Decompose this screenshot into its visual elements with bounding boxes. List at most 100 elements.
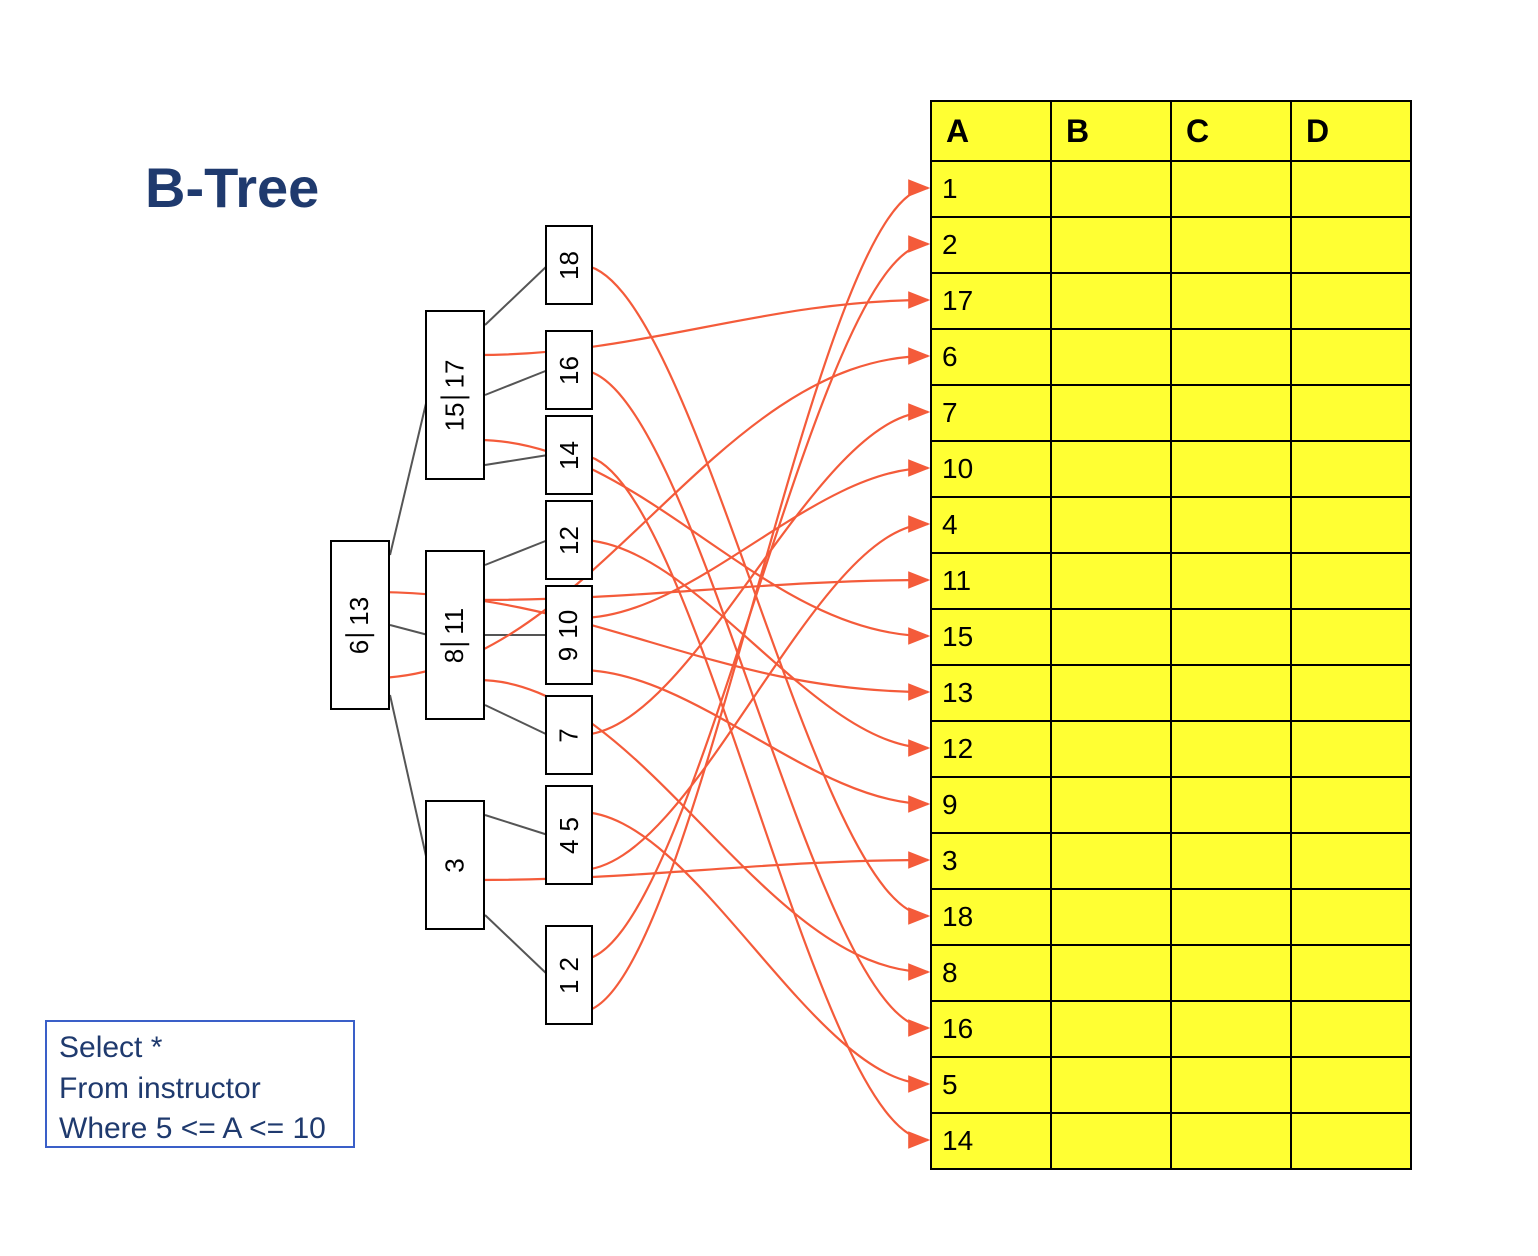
table-cell: 12 — [931, 721, 1051, 777]
table-cell — [1051, 385, 1171, 441]
table-row: 5 — [931, 1057, 1411, 1113]
tree-edge — [485, 455, 548, 465]
btree-node-n_high: 1517 — [425, 310, 485, 480]
btree-node-leaf_7: 7 — [545, 695, 593, 775]
node-key: 13 — [345, 596, 376, 625]
tree-edge — [485, 915, 548, 975]
btree-node-leaf_4_5: 4 5 — [545, 785, 593, 885]
node-key: 3 — [440, 858, 471, 872]
pointer-line — [580, 244, 928, 960]
table-cell — [1291, 665, 1411, 721]
pointer-line — [580, 540, 928, 748]
table-row: 12 — [931, 721, 1411, 777]
table-row: 3 — [931, 833, 1411, 889]
table-row: 1 — [931, 161, 1411, 217]
table-cell — [1171, 217, 1291, 273]
table-header-row: ABCD — [931, 101, 1411, 161]
table-cell — [1291, 945, 1411, 1001]
table-cell — [1291, 273, 1411, 329]
table-row: 9 — [931, 777, 1411, 833]
node-key: 17 — [440, 359, 471, 388]
tree-edge — [390, 395, 428, 555]
table-cell — [1051, 217, 1171, 273]
btree-node-leaf_14: 14 — [545, 415, 593, 495]
table-cell — [1291, 385, 1411, 441]
node-key-separator — [346, 629, 375, 635]
table-cell — [1051, 833, 1171, 889]
tree-edge — [390, 695, 428, 865]
pointer-line — [580, 812, 928, 1084]
table-cell — [1171, 945, 1291, 1001]
pointer-line — [580, 265, 928, 916]
table-row: 16 — [931, 1001, 1411, 1057]
table-cell: 4 — [931, 497, 1051, 553]
tree-edge — [485, 370, 548, 395]
data-table: ABCD 121767104111513129318816514 — [930, 100, 1412, 1170]
btree-node-leaf_18: 18 — [545, 225, 593, 305]
btree-node-n_mid: 8 11 — [425, 550, 485, 720]
btree-node-leaf_1_2: 1 2 — [545, 925, 593, 1025]
table-row: 10 — [931, 441, 1411, 497]
table-cell — [1051, 161, 1171, 217]
node-key: 9 — [554, 646, 585, 660]
btree-node-root: 613 — [330, 540, 390, 710]
pointer-line — [580, 670, 928, 804]
table-row: 14 — [931, 1113, 1411, 1169]
btree-node-leaf_9_10: 9 10 — [545, 585, 593, 685]
pointer-line — [580, 524, 928, 870]
table-cell — [1171, 497, 1291, 553]
node-key: 8 — [440, 648, 471, 662]
table-cell — [1171, 329, 1291, 385]
table-cell — [1051, 553, 1171, 609]
table-cell — [1291, 1001, 1411, 1057]
table-cell — [1051, 777, 1171, 833]
table-cell: 9 — [931, 777, 1051, 833]
table-cell — [1291, 609, 1411, 665]
table-cell — [1291, 553, 1411, 609]
table-cell — [1291, 833, 1411, 889]
node-key: 14 — [553, 441, 584, 470]
table-cell — [1171, 1113, 1291, 1169]
table-cell — [1051, 1057, 1171, 1113]
table-cell — [1051, 1001, 1171, 1057]
title-text: B-Tree — [145, 156, 319, 219]
tree-edge — [485, 815, 548, 835]
node-key: 11 — [440, 607, 471, 634]
btree-node-n_low: 3 — [425, 800, 485, 930]
table-body: 121767104111513129318816514 — [931, 161, 1411, 1169]
table-cell — [1171, 1001, 1291, 1057]
table-cell — [1291, 497, 1411, 553]
table-cell: 6 — [931, 329, 1051, 385]
table-cell: 2 — [931, 217, 1051, 273]
table-cell — [1171, 385, 1291, 441]
node-key: 16 — [553, 356, 584, 385]
table-header-cell: B — [1051, 101, 1171, 161]
pointer-line — [580, 370, 928, 1028]
pointer-line — [580, 455, 928, 1140]
table-cell — [1051, 665, 1171, 721]
tree-edge — [485, 540, 548, 565]
table-cell: 8 — [931, 945, 1051, 1001]
table-cell: 1 — [931, 161, 1051, 217]
table-cell — [1051, 721, 1171, 777]
table-cell — [1291, 217, 1411, 273]
query-line-2: From instructor — [59, 1069, 341, 1110]
table-cell: 11 — [931, 553, 1051, 609]
table-cell — [1291, 161, 1411, 217]
table-cell — [1171, 1057, 1291, 1113]
table-header-cell: C — [1171, 101, 1291, 161]
table-cell — [1291, 1113, 1411, 1169]
node-key: 5 — [554, 817, 585, 831]
node-key-separator — [441, 392, 470, 398]
table-cell — [1171, 161, 1291, 217]
table-row: 11 — [931, 553, 1411, 609]
node-key-separator — [441, 638, 470, 644]
node-key: 18 — [553, 251, 584, 280]
table-cell — [1171, 553, 1291, 609]
table-cell — [1291, 889, 1411, 945]
table-cell: 17 — [931, 273, 1051, 329]
table-row: 15 — [931, 609, 1411, 665]
table-cell — [1291, 329, 1411, 385]
table-cell — [1171, 777, 1291, 833]
table-cell — [1051, 497, 1171, 553]
